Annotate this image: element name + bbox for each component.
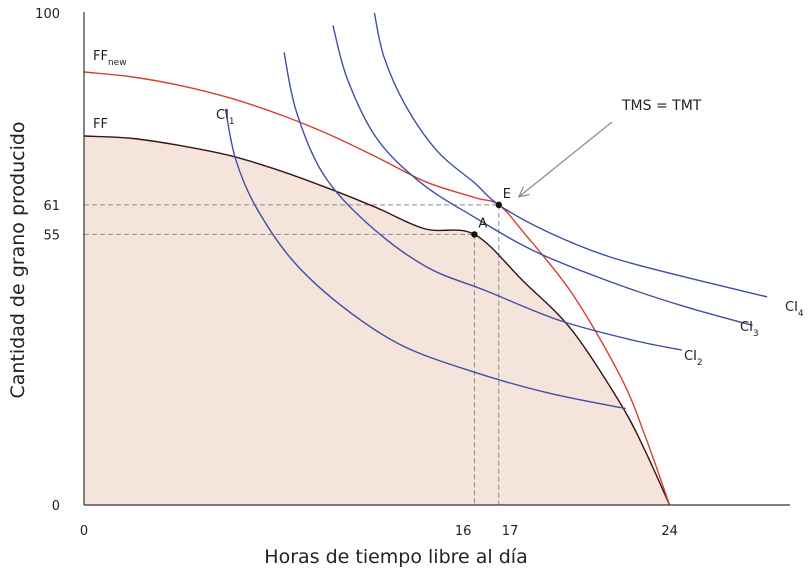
ff-new-label: FFnew bbox=[93, 49, 127, 68]
ppf-shaded-area bbox=[84, 136, 670, 505]
point-label-a: A bbox=[478, 216, 487, 231]
ff-label: FF bbox=[93, 117, 108, 132]
x-tick-label: 16 bbox=[455, 524, 472, 539]
ff-curve bbox=[83, 135, 671, 506]
y-tick-label: 100 bbox=[35, 7, 60, 22]
y-tick-label: 55 bbox=[43, 228, 60, 243]
ci-2-label: CI2 bbox=[684, 349, 703, 368]
ci-2-curve bbox=[283, 52, 682, 351]
curves bbox=[83, 12, 768, 506]
ci-3-label: CI3 bbox=[740, 320, 759, 339]
y-axis-label: Cantidad de grano producido bbox=[7, 121, 29, 398]
labels: A E 0 16 17 24 0 55 61 100 FF FFnew CI1 CI2 CI3 CI4 TMS … bbox=[35, 7, 804, 539]
ci-1-label: CI1 bbox=[216, 108, 235, 127]
feasible-set-area bbox=[84, 136, 670, 505]
point-a bbox=[471, 231, 478, 238]
point-e bbox=[495, 201, 502, 209]
axes bbox=[83, 12, 790, 506]
x-tick-label: 0 bbox=[80, 524, 88, 539]
annotation-text: TMS = TMT bbox=[621, 98, 702, 114]
ci-4-curve bbox=[373, 12, 768, 298]
equilibrium-points bbox=[471, 201, 502, 238]
ci-3-curve bbox=[332, 25, 753, 327]
x-tick-label: 24 bbox=[661, 524, 678, 539]
annotation-arrow bbox=[518, 121, 613, 198]
point-label-e: E bbox=[503, 187, 511, 202]
ci-1-curve bbox=[224, 108, 626, 410]
x-tick-label: 17 bbox=[502, 524, 519, 539]
annotation-arrowhead bbox=[517, 186, 530, 198]
y-tick-label: 61 bbox=[43, 199, 60, 214]
ci-4-label: CI4 bbox=[785, 300, 804, 319]
ff-new-curve bbox=[83, 71, 671, 506]
y-tick-label: 0 bbox=[52, 499, 60, 514]
x-axis-label: Horas de tiempo libre al día bbox=[264, 546, 527, 568]
